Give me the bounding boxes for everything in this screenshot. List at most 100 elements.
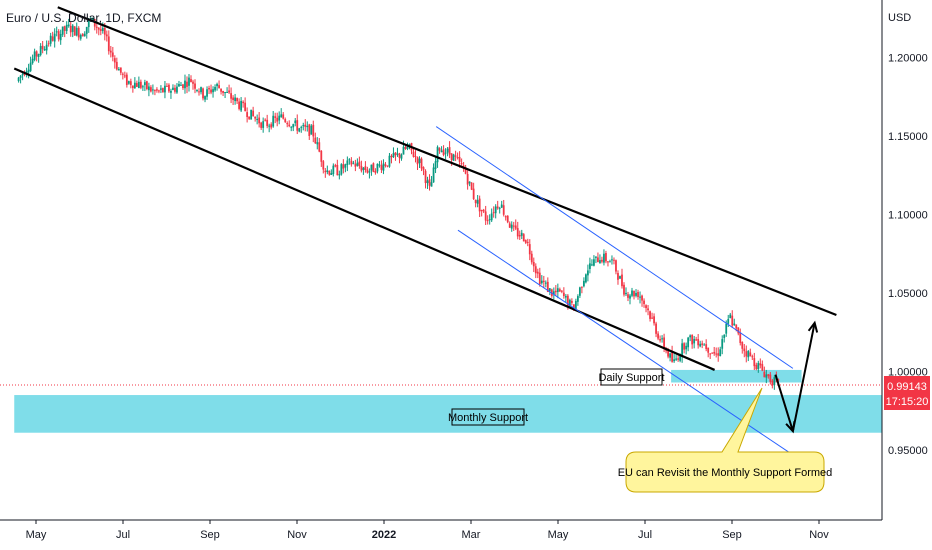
candle-body: [440, 150, 443, 153]
callout-text: EU can Revisit the Monthly Support Forme…: [618, 467, 833, 479]
candle-body: [83, 33, 86, 37]
candle-body: [536, 271, 539, 274]
candle-body: [643, 300, 645, 304]
candle-body: [91, 18, 94, 20]
candle-body: [168, 84, 170, 92]
candle-body: [226, 91, 228, 93]
candle-body: [304, 124, 307, 127]
candle-body: [502, 205, 505, 215]
candle-body: [103, 27, 106, 35]
candle-body: [260, 122, 263, 128]
candle-body: [490, 213, 493, 221]
candle-body: [741, 342, 744, 349]
minor-channel-lower-line: [457, 229, 798, 459]
candle-body: [727, 319, 730, 324]
candle-body: [282, 114, 285, 119]
candle-body: [478, 198, 481, 212]
price-tick-label: 1.15000: [888, 131, 928, 143]
candle-body: [131, 85, 134, 89]
price-tick-label: 1.10000: [888, 210, 928, 222]
candle-body: [81, 34, 84, 37]
candle-body: [412, 151, 415, 157]
candle-body: [693, 339, 696, 344]
candle-body: [392, 153, 395, 158]
candle-body: [695, 339, 698, 341]
candle-body: [316, 142, 319, 145]
projection-arrow-up: [807, 320, 819, 333]
candle-body: [560, 290, 563, 292]
candle-body: [669, 353, 671, 358]
candle-body: [717, 353, 720, 356]
candle-body: [45, 44, 48, 51]
candle-body: [234, 97, 236, 102]
candle-body: [595, 256, 597, 258]
candle-body: [713, 351, 716, 354]
candle-body: [653, 316, 655, 324]
candle-body: [306, 125, 309, 128]
price-axis-ticks[interactable]: 1.20000 1.15000 1.10000 1.05000 1.00000 0.950…: [888, 53, 928, 458]
trend-channels[interactable]: [13, 6, 837, 459]
monthly-support-label-box[interactable]: [451, 408, 525, 426]
candle-body: [398, 153, 401, 158]
candle-body: [264, 119, 267, 121]
candle-body: [252, 110, 255, 117]
candle-body: [79, 35, 82, 39]
candle-body: [208, 88, 210, 90]
time-axis-ticks[interactable]: May Jul Sep Nov 2022 Mar May Jul Sep Nov: [26, 520, 830, 541]
candle-body: [759, 363, 762, 366]
projection-path[interactable]: [774, 320, 819, 434]
candle-body: [508, 223, 511, 228]
candle-body: [500, 204, 503, 208]
candle-body: [334, 165, 337, 167]
candle-body: [637, 292, 639, 298]
time-tick-label: 2022: [372, 529, 396, 541]
time-axis-background: [0, 520, 932, 550]
candle-body: [396, 153, 399, 155]
candle-body: [127, 81, 130, 84]
candle-body: [719, 349, 722, 357]
candle-body: [597, 257, 599, 263]
candle-body: [599, 260, 601, 264]
candle-body: [320, 150, 323, 162]
candle-body: [769, 374, 772, 382]
candle-body: [757, 362, 760, 370]
candle-body: [488, 219, 491, 221]
price-tick-label: 1.00000: [888, 367, 928, 379]
candle-body: [587, 270, 589, 276]
candle-body: [414, 156, 417, 158]
candle-body: [605, 253, 607, 262]
callout-bubble[interactable]: [625, 387, 825, 493]
daily-support-label-box[interactable]: [600, 368, 663, 386]
candle-body: [47, 43, 50, 45]
symbol-title[interactable]: Euro / U.S. Dollar, 1D, FXCM: [6, 11, 161, 25]
candle-body: [659, 339, 661, 341]
candle-body: [192, 81, 194, 84]
candle-body: [270, 124, 273, 128]
candle-body: [222, 90, 224, 93]
candle-body: [21, 73, 24, 76]
candle-body: [556, 288, 559, 293]
major-channel-upper-line: [57, 6, 837, 317]
candle-body: [534, 266, 537, 274]
price-tag-countdown: 17:15:20: [886, 396, 929, 408]
candle-body: [492, 212, 495, 214]
candle-body: [362, 167, 365, 170]
candle-body: [63, 26, 66, 31]
candle-body: [256, 118, 259, 120]
candle-body: [442, 149, 445, 155]
candle-body: [621, 274, 623, 287]
candle-body: [524, 240, 527, 243]
candle-body: [617, 273, 619, 280]
candle-body: [340, 164, 343, 175]
candle-body: [268, 125, 271, 127]
candle-body: [19, 75, 22, 78]
candle-body: [562, 292, 565, 297]
candle-body: [418, 158, 421, 164]
candle-body: [404, 146, 407, 149]
price-tag-value: 0.99143: [887, 381, 927, 393]
candle-body: [406, 145, 409, 149]
candle-body: [743, 348, 746, 352]
candle-body: [737, 327, 740, 334]
